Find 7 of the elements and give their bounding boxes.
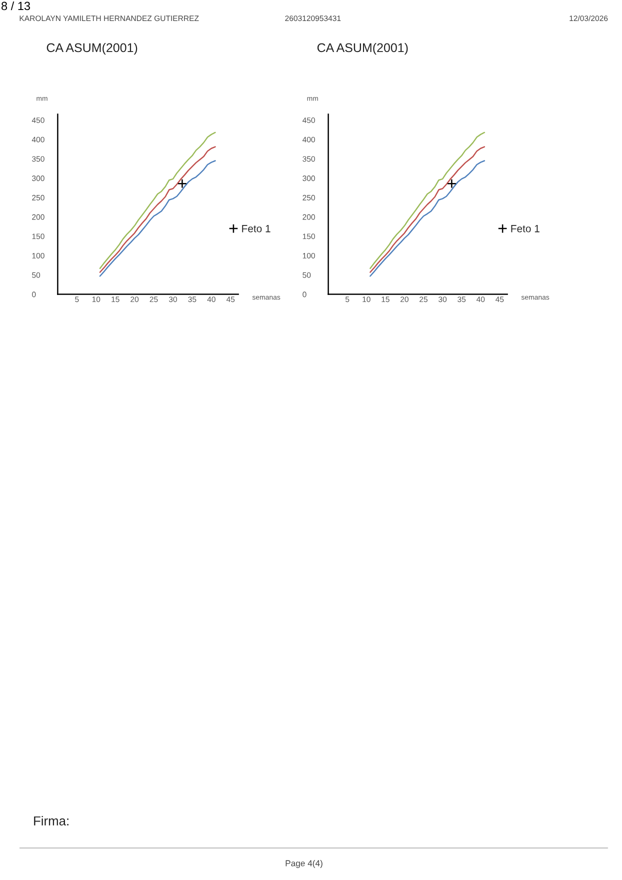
- text: Page 4(4): [286, 860, 322, 868]
- legend-label: Feto 1: [511, 225, 540, 232]
- legend-label: Feto 1: [242, 225, 270, 232]
- text: 8 / 13: [2, 2, 30, 10]
- chart-title: CA ASUM(2001): [317, 42, 408, 55]
- text: Firma:: [34, 816, 68, 826]
- chart-title: CA ASUM(2001): [46, 42, 138, 55]
